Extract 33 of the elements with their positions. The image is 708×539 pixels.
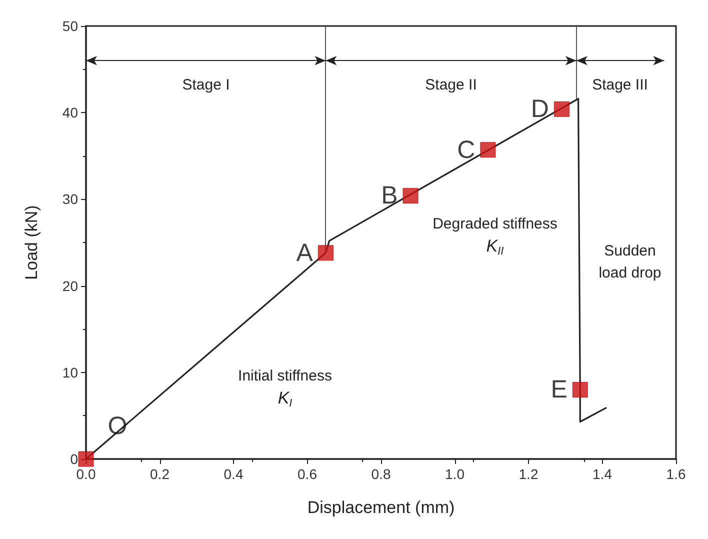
annotation: Stage III	[592, 76, 648, 94]
data-label: B	[381, 182, 398, 210]
point	[480, 142, 496, 158]
point	[572, 382, 588, 398]
x-tick-label: 0.2	[150, 466, 170, 482]
data-label: O	[108, 412, 128, 440]
x-tick-label: 0.6	[298, 466, 318, 482]
x-tick-label: 1.0	[445, 466, 465, 482]
data-label: C	[457, 136, 476, 164]
y-tick-label: 30	[62, 191, 78, 208]
x-tick-label: 0.4	[224, 466, 244, 482]
annotation: Stage I	[182, 76, 230, 94]
point	[554, 101, 570, 117]
annotation: Stage II	[425, 76, 477, 94]
y-tick-label: 10	[62, 364, 78, 380]
data-label: D	[530, 95, 549, 124]
x-tick-label: 1.4	[592, 466, 612, 482]
data-label: E	[550, 376, 568, 404]
x-axis-title: Displacement (mm)	[307, 498, 455, 517]
x-tick-label: 1.6	[666, 466, 686, 482]
y-axis-title: Load (kN)	[22, 205, 41, 280]
annotation: Sudden load drop	[598, 242, 662, 282]
x-tick-label: 1.2	[518, 466, 538, 482]
y-tick-label: 0	[70, 451, 78, 467]
y-tick-label: 40	[62, 104, 78, 121]
x-tick-label: 0.0	[76, 466, 96, 482]
y-tick-label: 50	[62, 18, 78, 34]
point	[78, 451, 94, 467]
x-tick-label: 0.8	[371, 466, 391, 482]
point	[402, 188, 418, 204]
y-tick-label: 20	[62, 278, 78, 294]
point	[318, 245, 334, 261]
data-label: A	[296, 238, 314, 267]
